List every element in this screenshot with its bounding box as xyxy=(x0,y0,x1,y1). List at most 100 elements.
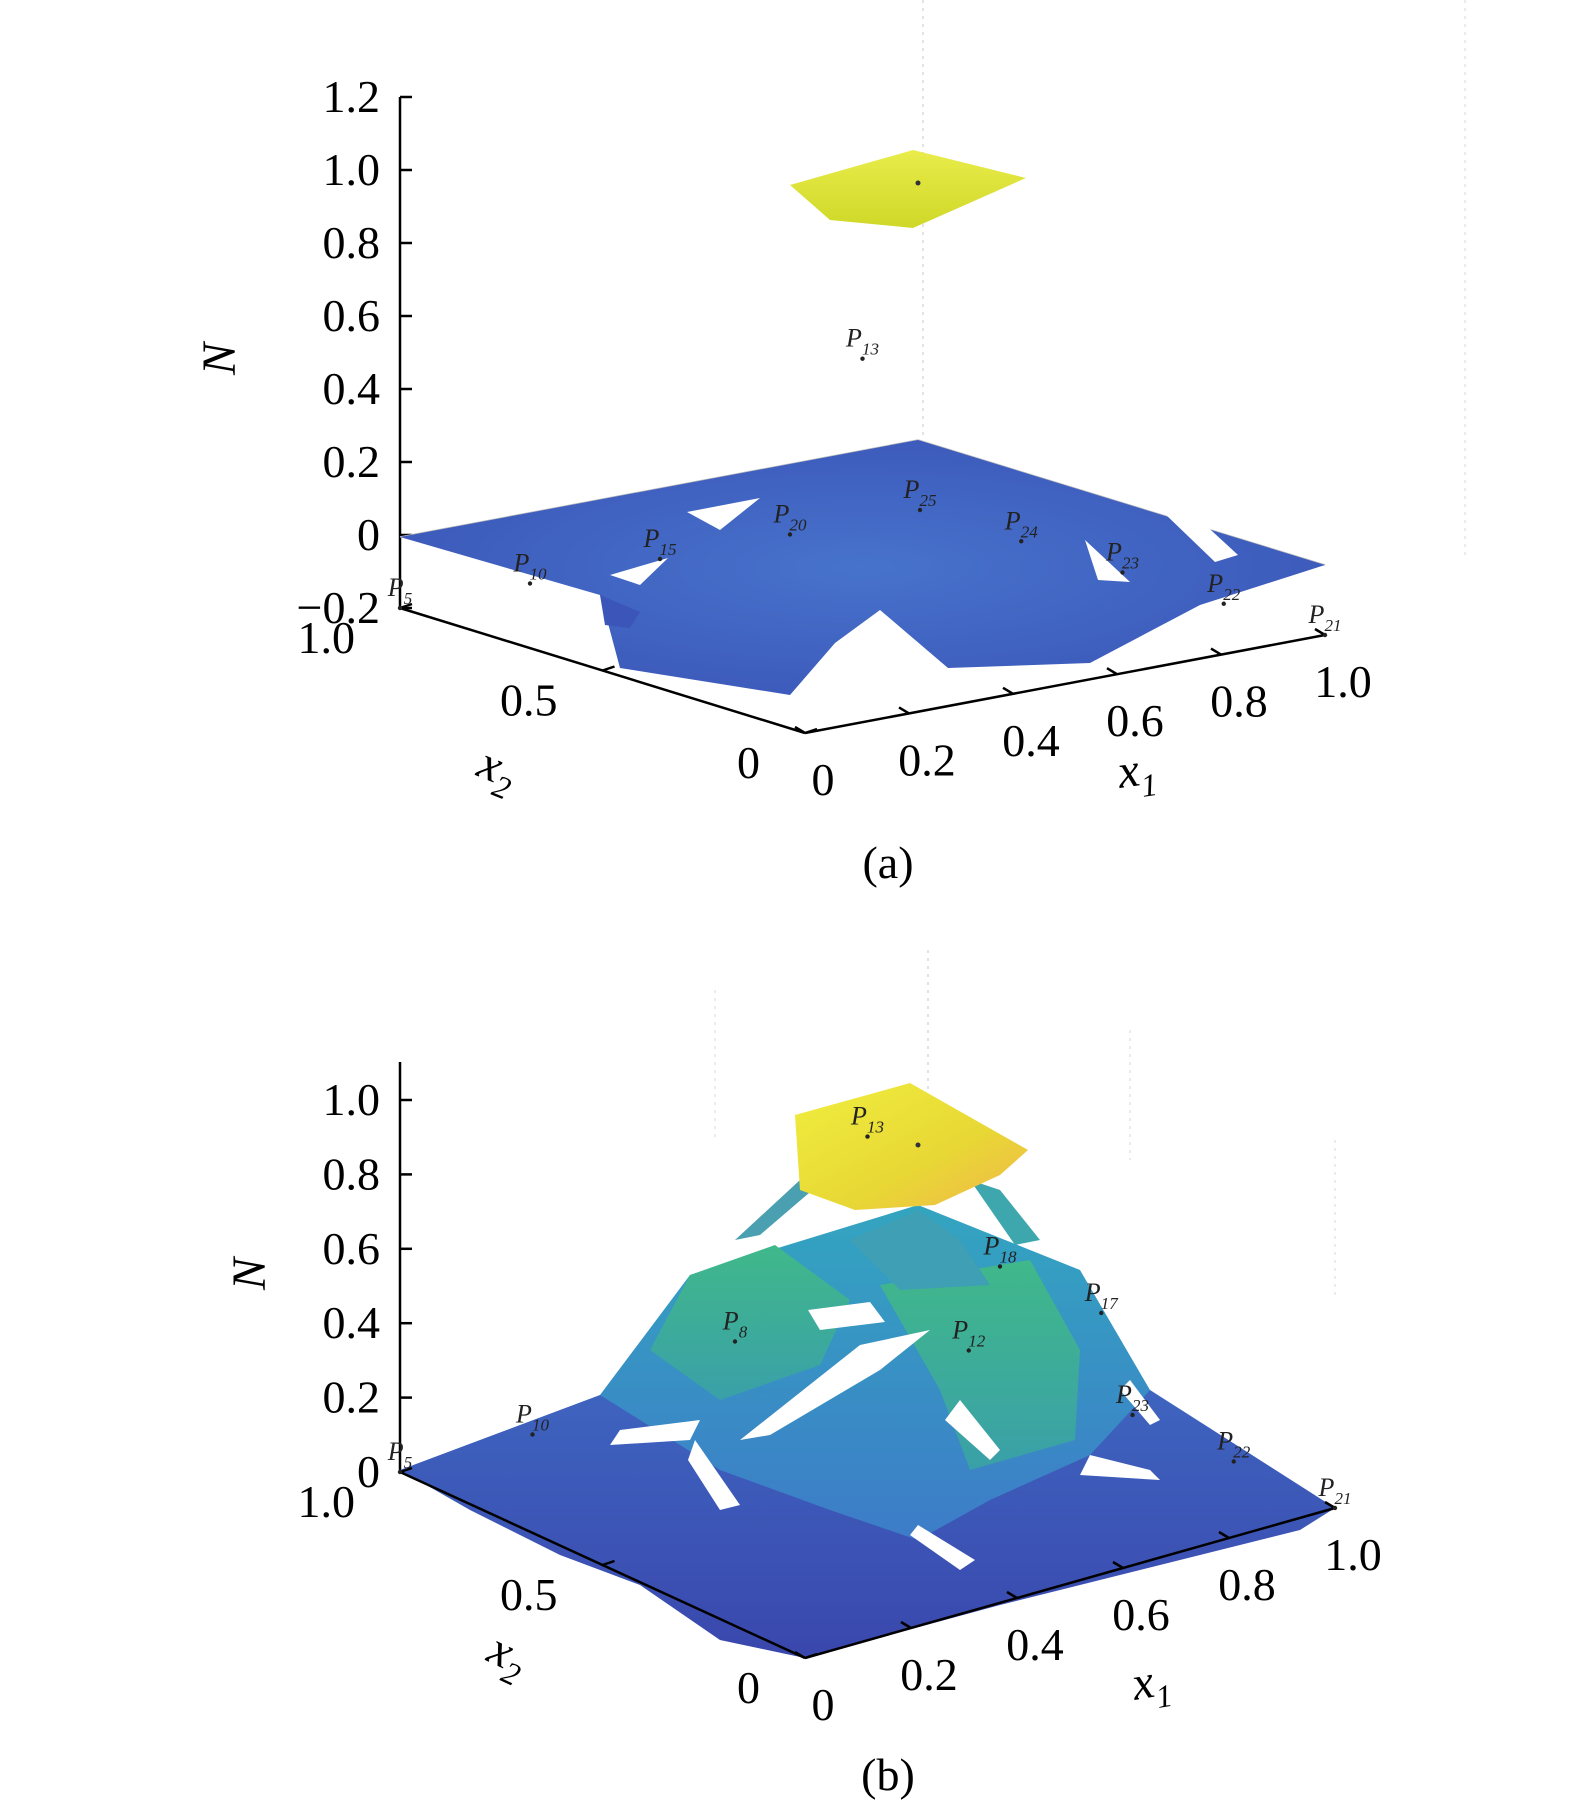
z-tick-label: 0 xyxy=(357,509,380,560)
z-tick-label: 0.4 xyxy=(323,1297,381,1348)
x1-tick-label: 0.6 xyxy=(1112,1589,1170,1640)
x1-tick-mark xyxy=(900,1620,912,1630)
z-tick-label: 1.2 xyxy=(323,71,381,122)
z-axis-label-a: N xyxy=(193,340,246,376)
node-dot xyxy=(1130,1412,1135,1418)
x1-tick-label: 0.2 xyxy=(900,1649,958,1700)
x1-tick-mark xyxy=(1112,1560,1124,1570)
svg-text:x2: x2 xyxy=(476,1622,537,1693)
node-label: P21 xyxy=(1308,600,1342,635)
x1-tick-label: 0.8 xyxy=(1210,676,1268,727)
z-tick-label: 0.8 xyxy=(323,1148,381,1199)
z-tick-label: 0.8 xyxy=(323,217,381,268)
node-label: P22 xyxy=(1206,569,1240,604)
node-dot xyxy=(397,1469,403,1475)
node-label: P23 xyxy=(1115,1380,1149,1415)
x2-tick-mark xyxy=(602,1559,615,1567)
node-dot xyxy=(997,1264,1003,1269)
x1-tick-mark xyxy=(794,1650,806,1660)
x2-tick-label: 0 xyxy=(737,737,760,788)
node-dot xyxy=(966,1348,971,1353)
x1-axis-line-b xyxy=(804,1506,1336,1660)
z-tick-label: 0 xyxy=(357,1446,380,1497)
ring-patch-left-b xyxy=(650,1245,850,1400)
z-tick-label: 0.4 xyxy=(323,363,381,414)
node-dot xyxy=(657,556,663,562)
node-label: P15 xyxy=(643,524,677,559)
node-label: P20 xyxy=(773,500,807,535)
ring-patch-back-b xyxy=(850,1210,990,1290)
x1-tick-label: 1.0 xyxy=(1324,1529,1382,1580)
z-tick-label: 0.6 xyxy=(323,1223,381,1274)
node-label: P25 xyxy=(903,475,937,510)
node-dot xyxy=(787,532,793,537)
node-label: P23 xyxy=(1105,538,1139,573)
node-dot xyxy=(865,1134,870,1139)
node-label: P10 xyxy=(515,1400,549,1435)
x2-tick-mark xyxy=(804,727,818,735)
z-axis-label-b: N xyxy=(223,1255,276,1291)
panel-a: 1.2 1.0 0.8 0.6 0.4 0.2 0 −0.2 0 0.2 0.4 0.6 0.8 1.0… xyxy=(193,0,1466,888)
x1-tick-label: 1.0 xyxy=(1314,656,1372,707)
node-label: P5 xyxy=(387,1437,412,1472)
x1-tick-mark xyxy=(1002,686,1014,695)
x1-tick-mark xyxy=(1006,1590,1018,1600)
z-tick-label: 1.0 xyxy=(323,1074,381,1125)
z-tick-label: 0.6 xyxy=(323,290,381,341)
node-label: P22 xyxy=(1216,1427,1250,1462)
z-tick-label: 1.0 xyxy=(323,144,381,195)
x1-tick-mark xyxy=(1218,1530,1230,1540)
node-dot xyxy=(397,605,403,611)
node-dot xyxy=(1019,539,1024,544)
x1-tick-mark xyxy=(1210,647,1222,656)
x2-tick-label: 0.5 xyxy=(500,1569,558,1620)
x1-tick-label: 0.6 xyxy=(1106,695,1164,746)
caption-a: (a) xyxy=(862,837,913,888)
x2-tick-label: 1.0 xyxy=(298,1476,356,1527)
peak-plateau-b xyxy=(795,1083,1028,1210)
x1-tick-label: 0 xyxy=(812,1679,835,1730)
node-label: P13 xyxy=(850,1102,884,1137)
ring-patch-right-b xyxy=(880,1260,1080,1470)
svg-text:x1: x1 xyxy=(1127,1652,1175,1719)
node-dot xyxy=(917,507,923,513)
node-label: P24 xyxy=(1004,506,1038,541)
node-dot xyxy=(1221,601,1226,606)
node-label: P5 xyxy=(387,573,412,608)
node-label: P17 xyxy=(1084,1278,1119,1313)
node-label: P10 xyxy=(513,549,547,584)
node-label: P18 xyxy=(983,1232,1017,1267)
x1-tick-label: 0.4 xyxy=(1002,715,1060,766)
node-label: P21 xyxy=(1318,1473,1352,1508)
node-dot xyxy=(1099,1310,1104,1316)
z-tick-label: 0.2 xyxy=(323,436,381,487)
node-dot xyxy=(732,1339,738,1344)
svg-text:x1: x1 xyxy=(1113,741,1159,807)
x1-tick-mark xyxy=(794,725,806,735)
x1-axis-label-a: x1 xyxy=(1113,741,1159,807)
x1-axis-label-b: x1 xyxy=(1127,1652,1175,1719)
x1-tick-mark xyxy=(1106,667,1118,676)
svg-text:x2: x2 xyxy=(467,736,525,807)
surface-base-a xyxy=(400,440,1325,695)
panel-b: 1.00.80.60.40.20 00.20.40.60.81.0 1 xyxy=(223,950,1382,1800)
x1-tick-label: 0.8 xyxy=(1218,1559,1276,1610)
node-dot xyxy=(530,1432,535,1437)
node-label: P13 xyxy=(845,324,879,359)
x2-axis-label-a: x2 xyxy=(467,736,525,807)
x1-tick-label: 0.4 xyxy=(1006,1619,1064,1670)
caption-b: (b) xyxy=(861,1749,915,1800)
x1-tick-mark xyxy=(898,706,910,715)
node-label: P12 xyxy=(951,1316,985,1351)
node-dot xyxy=(527,581,533,586)
x2-tick-mark xyxy=(602,665,615,672)
x2-tick-label: 0.5 xyxy=(500,675,558,726)
peak-plateau-a xyxy=(790,150,1026,228)
x2-tick-mark xyxy=(804,1652,818,1660)
z-tick-label: 0.2 xyxy=(323,1372,381,1423)
x1-tick-label: 0.2 xyxy=(898,734,956,785)
x2-tick-label: 1.0 xyxy=(298,612,356,663)
node-dot xyxy=(1120,570,1125,575)
x1-tick-label: 0 xyxy=(812,754,835,805)
